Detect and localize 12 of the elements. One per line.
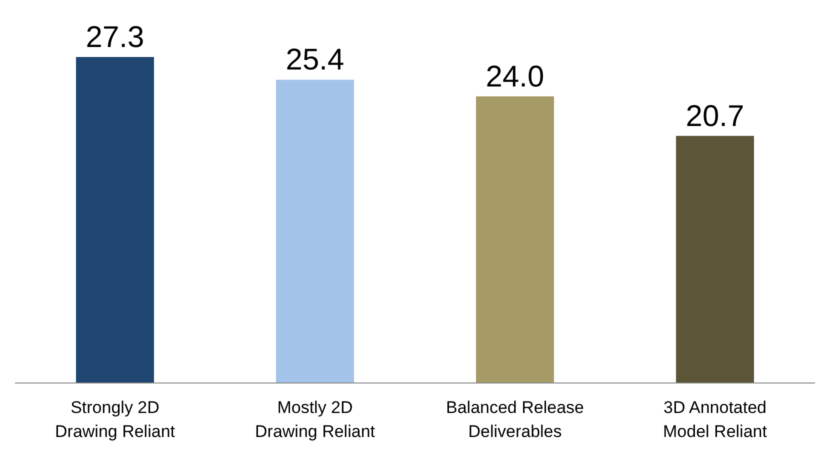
bar [76, 57, 154, 383]
bar [476, 96, 554, 383]
x-tick-label: Balanced Release Deliverables [446, 398, 584, 441]
data-label: 25.4 [286, 44, 344, 77]
data-label: 24.0 [486, 60, 544, 94]
bar [276, 80, 354, 383]
x-tick-label: Strongly 2D Drawing Reliant [55, 398, 176, 441]
data-label: 27.3 [86, 21, 144, 54]
data-label: 20.7 [686, 100, 744, 133]
x-tick-label: 3D Annotated Model Reliant [663, 398, 768, 441]
bar [676, 136, 754, 383]
x-tick-label: Mostly 2D Drawing Reliant [255, 398, 376, 441]
